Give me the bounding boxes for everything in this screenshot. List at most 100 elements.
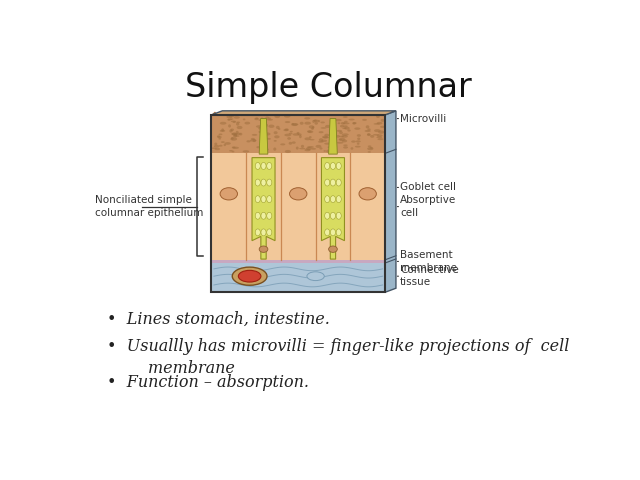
Ellipse shape (355, 146, 361, 147)
Ellipse shape (278, 128, 280, 130)
Ellipse shape (230, 137, 237, 141)
Ellipse shape (337, 130, 342, 132)
Ellipse shape (253, 139, 256, 142)
Ellipse shape (300, 122, 303, 125)
Ellipse shape (378, 131, 385, 134)
Ellipse shape (229, 130, 232, 132)
Ellipse shape (292, 123, 298, 126)
Ellipse shape (246, 140, 251, 143)
Ellipse shape (304, 117, 310, 120)
Ellipse shape (267, 163, 272, 169)
Ellipse shape (232, 267, 267, 285)
Ellipse shape (229, 150, 233, 152)
Ellipse shape (378, 138, 383, 140)
Bar (211, 115, 385, 154)
Ellipse shape (305, 121, 311, 125)
Ellipse shape (284, 115, 291, 118)
Ellipse shape (261, 179, 266, 186)
Ellipse shape (340, 125, 344, 128)
Ellipse shape (251, 138, 255, 140)
Ellipse shape (319, 147, 323, 150)
Text: •  Usuallly has microvilli = finger-like projections of  cell
        membrane: • Usuallly has microvilli = finger-like … (108, 338, 570, 377)
Ellipse shape (373, 134, 379, 135)
Ellipse shape (254, 118, 259, 120)
Ellipse shape (236, 135, 239, 137)
Ellipse shape (344, 121, 348, 123)
Ellipse shape (362, 119, 367, 121)
Ellipse shape (339, 139, 342, 141)
Ellipse shape (316, 145, 321, 148)
Ellipse shape (292, 133, 300, 136)
Ellipse shape (330, 179, 335, 186)
Ellipse shape (261, 163, 266, 169)
Ellipse shape (307, 130, 312, 133)
Bar (211, 260, 385, 263)
Ellipse shape (367, 133, 371, 136)
Ellipse shape (370, 135, 374, 138)
Ellipse shape (370, 147, 373, 149)
Ellipse shape (339, 138, 346, 141)
Ellipse shape (227, 119, 232, 120)
Ellipse shape (296, 146, 299, 150)
Ellipse shape (324, 196, 330, 203)
Ellipse shape (359, 188, 376, 200)
Ellipse shape (344, 127, 349, 130)
Ellipse shape (252, 134, 257, 136)
Ellipse shape (322, 136, 328, 138)
Ellipse shape (308, 125, 314, 129)
Ellipse shape (305, 149, 310, 151)
Ellipse shape (298, 133, 301, 136)
Bar (211, 115, 385, 292)
Ellipse shape (330, 121, 333, 123)
Ellipse shape (243, 119, 246, 120)
Ellipse shape (348, 130, 351, 132)
Ellipse shape (343, 125, 348, 127)
Ellipse shape (259, 246, 268, 252)
Ellipse shape (339, 131, 343, 134)
Ellipse shape (255, 229, 260, 236)
Ellipse shape (332, 145, 335, 147)
Ellipse shape (260, 127, 266, 130)
Ellipse shape (353, 122, 356, 125)
Ellipse shape (228, 124, 231, 128)
Ellipse shape (261, 212, 266, 219)
Ellipse shape (342, 133, 349, 136)
Ellipse shape (280, 144, 285, 145)
Ellipse shape (276, 126, 280, 129)
Ellipse shape (330, 196, 335, 203)
Bar (211, 263, 385, 292)
Ellipse shape (264, 130, 267, 133)
Ellipse shape (232, 132, 237, 135)
Ellipse shape (336, 196, 341, 203)
Ellipse shape (319, 138, 323, 142)
Ellipse shape (374, 129, 381, 132)
Ellipse shape (377, 134, 383, 137)
Ellipse shape (268, 117, 271, 120)
Ellipse shape (289, 133, 292, 134)
Ellipse shape (255, 163, 260, 169)
Ellipse shape (353, 122, 356, 124)
Ellipse shape (262, 118, 268, 120)
Ellipse shape (267, 212, 272, 219)
Ellipse shape (221, 128, 224, 132)
Ellipse shape (367, 151, 371, 153)
Ellipse shape (262, 133, 267, 136)
Ellipse shape (343, 122, 349, 124)
Polygon shape (328, 119, 337, 154)
Ellipse shape (324, 163, 330, 169)
Polygon shape (211, 111, 396, 115)
Ellipse shape (274, 131, 278, 134)
Ellipse shape (336, 229, 341, 236)
Ellipse shape (336, 163, 341, 169)
Ellipse shape (337, 142, 344, 144)
Ellipse shape (218, 138, 221, 140)
Ellipse shape (325, 125, 331, 128)
Ellipse shape (227, 119, 230, 120)
Ellipse shape (267, 196, 272, 203)
Ellipse shape (376, 136, 382, 138)
Text: Microvilli: Microvilli (400, 114, 446, 123)
Ellipse shape (264, 130, 267, 132)
Ellipse shape (323, 137, 329, 138)
Ellipse shape (236, 121, 240, 123)
Ellipse shape (220, 122, 227, 125)
